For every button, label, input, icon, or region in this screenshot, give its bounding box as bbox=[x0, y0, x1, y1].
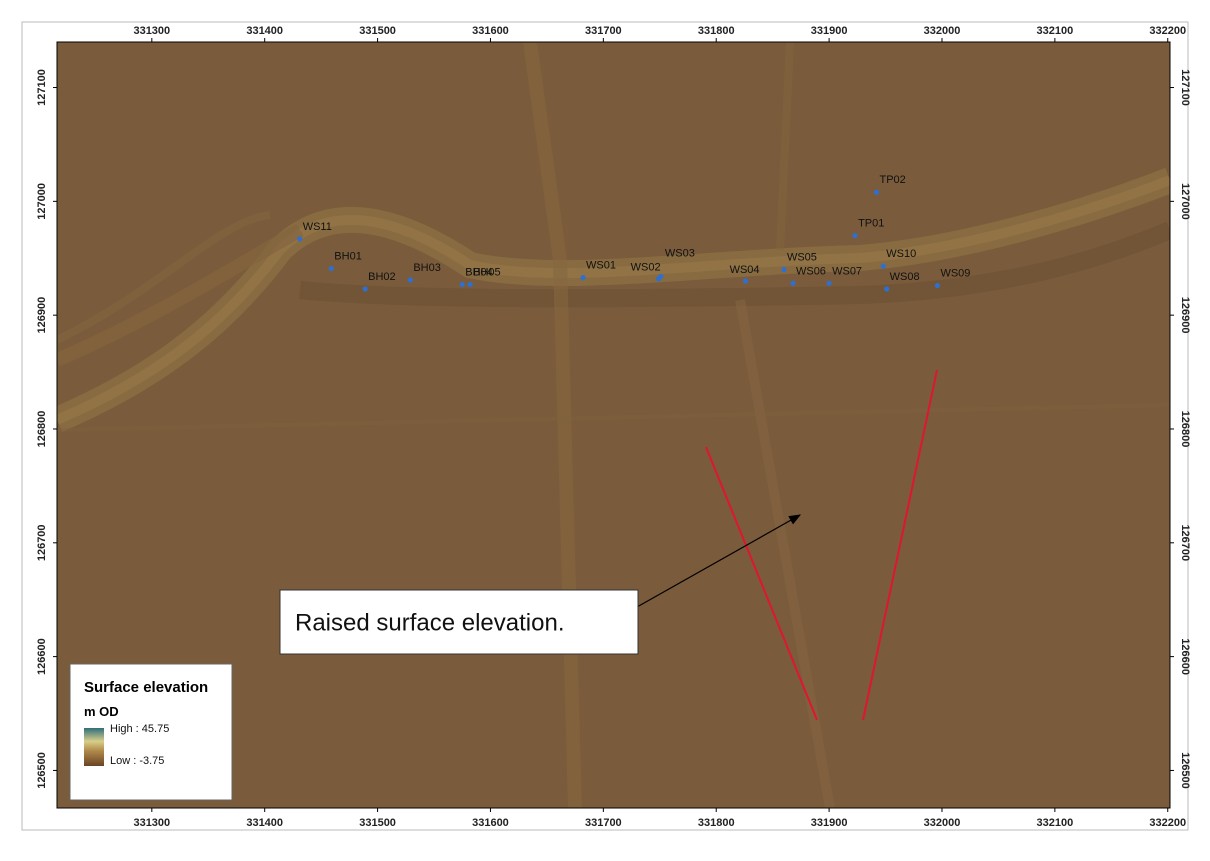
sample-point bbox=[363, 286, 368, 291]
x-tick-label: 331600 bbox=[472, 817, 509, 829]
y-tick-label: 126900 bbox=[1179, 297, 1191, 334]
x-tick-label: 332200 bbox=[1149, 817, 1186, 829]
annotation: Raised surface elevation. bbox=[295, 609, 564, 636]
sample-point bbox=[329, 266, 334, 271]
x-tick-label: 331800 bbox=[698, 25, 735, 37]
sample-point bbox=[881, 264, 886, 269]
point-label: WS06 bbox=[796, 265, 826, 277]
sample-point bbox=[460, 282, 465, 287]
point-label: WS11 bbox=[303, 221, 332, 233]
legend-unit: m OD bbox=[84, 704, 119, 719]
point-label: WS10 bbox=[886, 248, 916, 260]
x-tick-label: 331500 bbox=[359, 25, 396, 37]
y-tick-label: 126500 bbox=[1179, 752, 1191, 789]
point-label: WS05 bbox=[787, 252, 817, 264]
point-label: WS02 bbox=[631, 262, 661, 274]
sample-point bbox=[743, 278, 748, 283]
page: {"map": { "xlim": [331216, 332202], "yli… bbox=[0, 0, 1210, 856]
y-tick-label: 126900 bbox=[36, 297, 48, 334]
y-tick-label: 126600 bbox=[36, 638, 48, 675]
x-tick-label: 332000 bbox=[924, 817, 961, 829]
x-tick-label: 331300 bbox=[133, 25, 170, 37]
sample-point bbox=[874, 190, 879, 195]
legend-ramp bbox=[84, 728, 104, 766]
y-tick-label: 127100 bbox=[36, 69, 48, 106]
x-tick-label: 332200 bbox=[1149, 25, 1186, 37]
y-tick-label: 126600 bbox=[1179, 638, 1191, 675]
point-label: WS08 bbox=[890, 271, 920, 283]
point-label: TP01 bbox=[858, 217, 884, 229]
y-tick-label: 127000 bbox=[36, 183, 48, 220]
legend-title: Surface elevation bbox=[84, 679, 208, 696]
x-tick-label: 331900 bbox=[811, 817, 848, 829]
y-tick-label: 127100 bbox=[1179, 69, 1191, 106]
x-tick-label: 332100 bbox=[1037, 817, 1074, 829]
x-tick-label: 331700 bbox=[585, 817, 622, 829]
sample-point bbox=[852, 233, 857, 238]
sample-point bbox=[297, 236, 302, 241]
point-label: BH01 bbox=[334, 250, 362, 262]
map-figure: 331300 331300 331400 331400 331500 331500 3316… bbox=[0, 0, 1210, 856]
x-tick-label: 332100 bbox=[1037, 25, 1074, 37]
x-tick-label: 331900 bbox=[811, 25, 848, 37]
point-label: TP02 bbox=[880, 174, 906, 186]
sample-point bbox=[790, 281, 795, 286]
x-tick-label: 332000 bbox=[924, 25, 961, 37]
y-tick-label: 126800 bbox=[36, 411, 48, 448]
x-tick-label: 331400 bbox=[246, 25, 283, 37]
point-label: BH05 bbox=[473, 266, 501, 278]
sample-point bbox=[408, 277, 413, 282]
y-tick-label: 127000 bbox=[1179, 183, 1191, 220]
y-tick-label: 126800 bbox=[1179, 411, 1191, 448]
x-tick-label: 331500 bbox=[359, 817, 396, 829]
y-tick-label: 126500 bbox=[36, 752, 48, 789]
sample-point bbox=[580, 275, 585, 280]
point-label: WS04 bbox=[730, 264, 760, 276]
y-tick-label: 126700 bbox=[1179, 524, 1191, 561]
sample-point bbox=[884, 286, 889, 291]
x-tick-label: 331800 bbox=[698, 817, 735, 829]
sample-point bbox=[935, 283, 940, 288]
legend-high: High : 45.75 bbox=[110, 723, 169, 735]
x-tick-label: 331600 bbox=[472, 25, 509, 37]
x-tick-label: 331300 bbox=[133, 817, 170, 829]
legend-low: Low : -3.75 bbox=[110, 755, 164, 767]
sample-point bbox=[827, 281, 832, 286]
point-label: WS07 bbox=[832, 265, 862, 277]
x-tick-label: 331700 bbox=[585, 25, 622, 37]
sample-point bbox=[658, 274, 663, 279]
y-tick-label: 126700 bbox=[36, 524, 48, 561]
point-label: WS09 bbox=[940, 268, 970, 280]
point-label: WS01 bbox=[586, 260, 616, 272]
sample-point bbox=[468, 282, 473, 287]
sample-point bbox=[781, 267, 786, 272]
x-tick-label: 331400 bbox=[246, 817, 283, 829]
point-label: BH03 bbox=[413, 262, 441, 274]
point-label: BH02 bbox=[368, 271, 396, 283]
point-label: WS03 bbox=[665, 247, 695, 259]
